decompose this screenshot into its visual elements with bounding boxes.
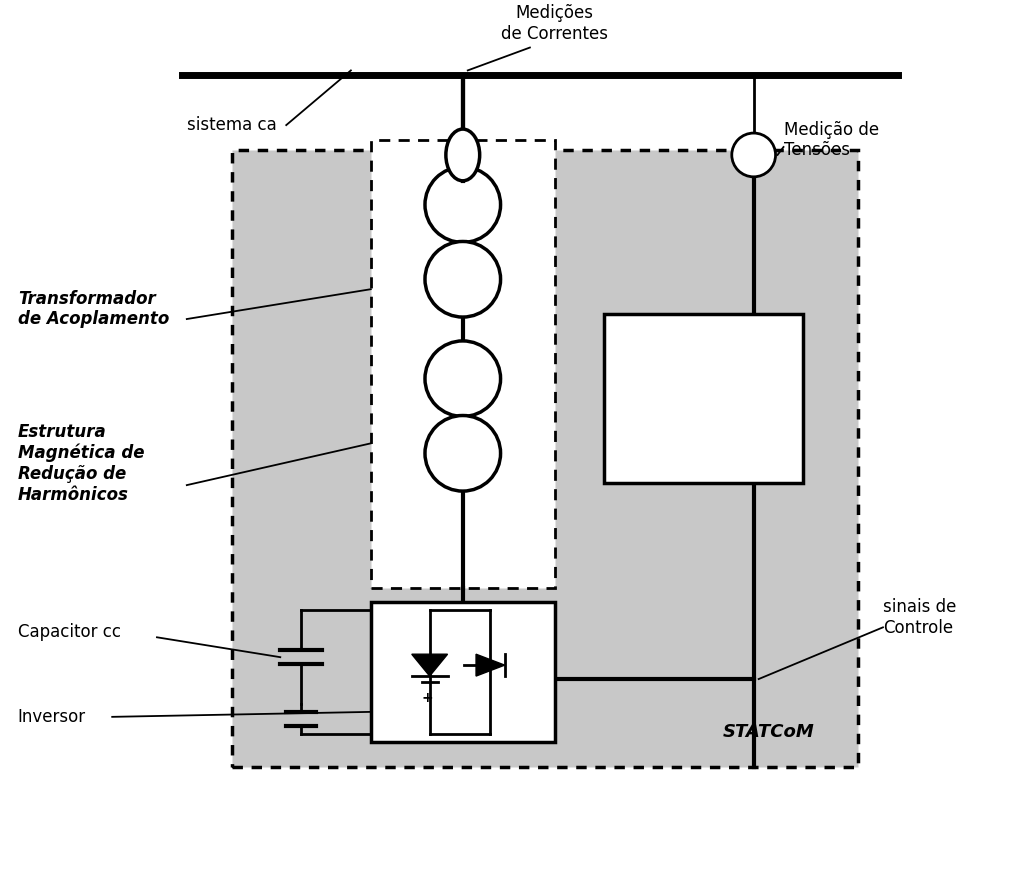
Text: Inversor: Inversor [17, 708, 86, 726]
Text: Capacitor cc: Capacitor cc [17, 624, 121, 641]
Circle shape [425, 241, 501, 317]
Bar [604, 314, 804, 483]
Polygon shape [412, 654, 447, 676]
Bar [371, 603, 555, 742]
Polygon shape [476, 654, 505, 676]
Text: sistema ca: sistema ca [186, 116, 276, 134]
Circle shape [425, 167, 501, 242]
Text: +: + [422, 691, 433, 705]
Ellipse shape [445, 129, 479, 181]
Text: Estrutura
Magnética de
Redução de
Harmônicos: Estrutura Magnética de Redução de Harmôn… [17, 422, 144, 503]
Bar [371, 140, 555, 588]
Text: Medição de
Tensões: Medição de Tensões [783, 120, 879, 159]
Text: Controle do
STATCoM: Controle do STATCoM [649, 379, 759, 418]
Text: sinais de
Controle: sinais de Controle [883, 598, 956, 637]
Circle shape [425, 415, 501, 491]
Bar [231, 150, 858, 766]
Text: Medições
de Correntes: Medições de Correntes [502, 4, 608, 43]
Circle shape [425, 341, 501, 416]
Text: STATCoM: STATCoM [723, 723, 814, 740]
Circle shape [732, 133, 775, 177]
Text: Transformador
de Acoplamento: Transformador de Acoplamento [17, 290, 169, 328]
